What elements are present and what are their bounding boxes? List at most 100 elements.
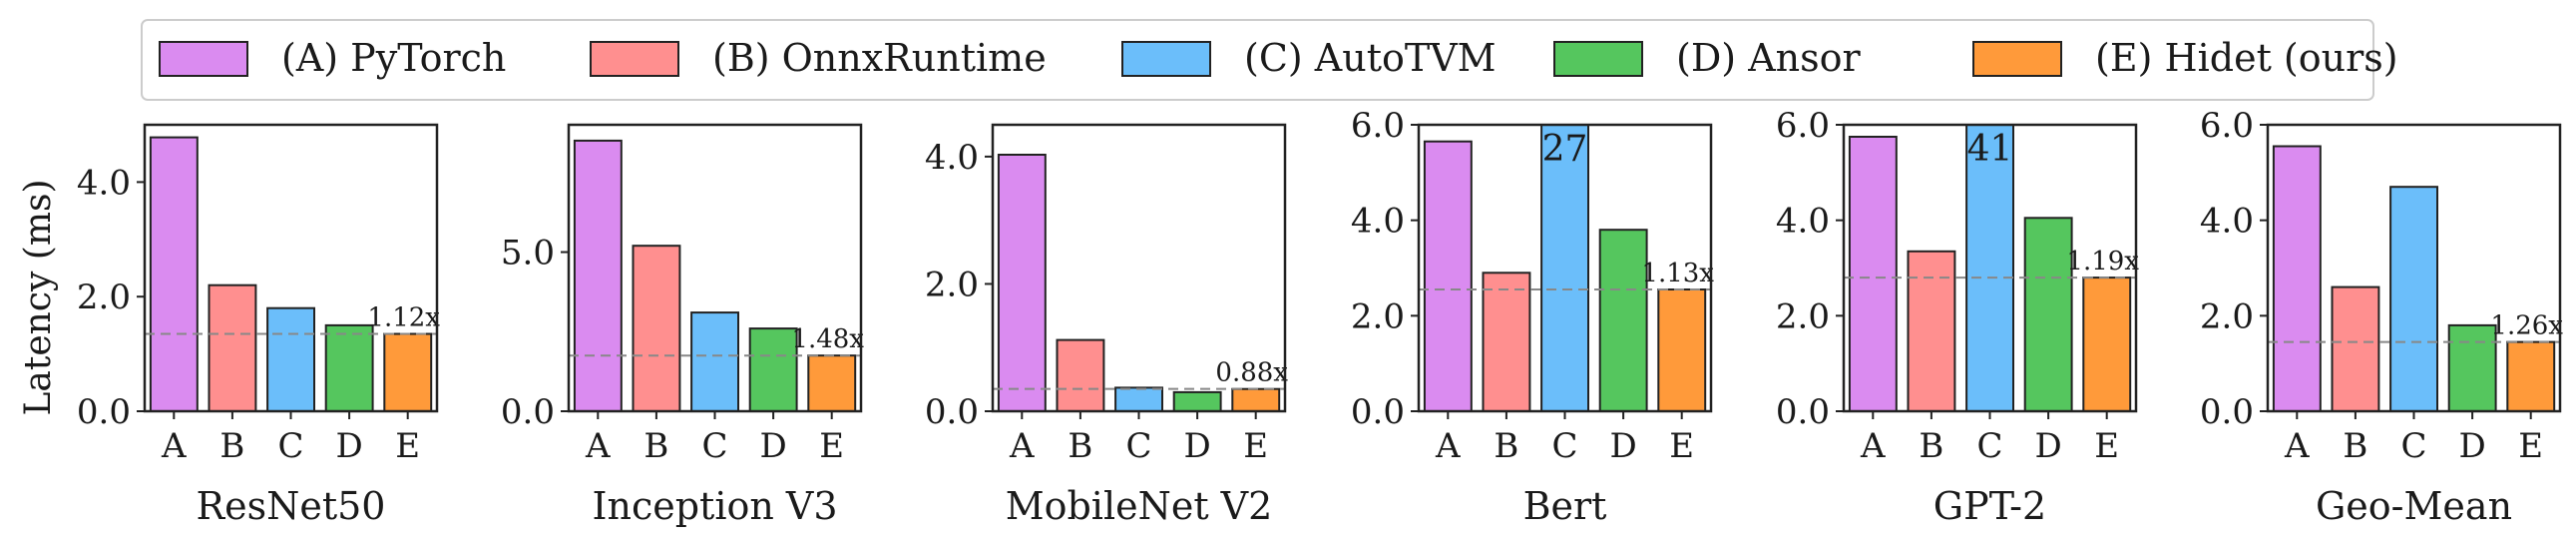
y-tick-label: 4.0 [1351, 202, 1405, 242]
overflow-value-label: 27 [1542, 129, 1588, 170]
bar-c [266, 306, 316, 413]
bar-e [1657, 288, 1707, 412]
x-tick-label: B [1068, 426, 1092, 466]
axes-frame [991, 123, 1287, 413]
y-tick-label: 2.0 [1776, 296, 1830, 336]
speedup-label: 1.48x [791, 324, 864, 354]
x-tick-label: A [2284, 426, 2310, 466]
x-tick-label: A [1435, 426, 1461, 466]
x-tick-label: C [2400, 426, 2426, 466]
axes-frame [1842, 123, 2138, 413]
x-tick-label: D [1183, 426, 1210, 466]
bar-e [807, 354, 857, 413]
y-tick-label: 0.0 [1776, 392, 1830, 432]
panel-6: A B C D E 1.26x 0.0 2.0 4.0 6.0 Geo-Mean [2200, 106, 2563, 528]
y-tick-label: 4.0 [1776, 202, 1830, 242]
x-tick-label: D [2458, 426, 2485, 466]
x-tick-label: E [1669, 426, 1694, 466]
y-tick-label: 0.0 [77, 392, 131, 432]
y-tick-label: 6.0 [1776, 106, 1830, 146]
bar-d [1172, 390, 1222, 412]
x-tick-label: A [585, 426, 611, 466]
legend-swatch-d [1553, 41, 1643, 77]
y-tick-label: 4.0 [77, 163, 131, 203]
bar-a [149, 136, 199, 412]
x-tick-label: B [644, 426, 668, 466]
legend: (A) PyTorch (B) OnnxRuntime (C) AutoTVM (D)… [141, 19, 2398, 101]
speedup-label: 1.13x [1641, 259, 1714, 288]
y-tick-label: 2.0 [2200, 296, 2254, 336]
bar-b [632, 245, 681, 412]
x-tick-label: C [701, 426, 727, 466]
x-tick-label: B [1919, 426, 1943, 466]
bar-a [1423, 140, 1473, 412]
bar-d [2023, 217, 2073, 412]
legend-label-c: (C) AutoTVM [1244, 36, 1497, 80]
bar-b [2331, 285, 2380, 413]
panel-4: A B 27 C D E 1.13x 0.0 2.0 4.0 6.0 Bert [1351, 106, 1714, 528]
x-tick-label: B [219, 426, 244, 466]
y-tick-label: 2.0 [925, 265, 979, 304]
bar-d [1598, 229, 1648, 412]
bar-e [1231, 387, 1281, 413]
legend-swatch-b [590, 41, 679, 77]
y-tick-label: 4.0 [2200, 202, 2254, 242]
panel-title: Bert [1523, 484, 1607, 528]
x-tick-label: E [2518, 426, 2543, 466]
legend-label-b: (B) OnnxRuntime [712, 36, 1047, 80]
bar-d [324, 323, 374, 412]
axes-frame [567, 123, 863, 413]
bar-b [1482, 272, 1531, 412]
x-tick-label: D [1609, 426, 1636, 466]
y-tick-label: 6.0 [2200, 106, 2254, 146]
bar-b [1056, 338, 1105, 413]
panel-1: A B C D E 1.12x 0.0 2.0 4.0 ResNet50 [77, 123, 440, 528]
panel-title: Geo-Mean [2316, 484, 2512, 528]
axes-frame [143, 123, 439, 413]
panel-3: A B C D E 0.88x 0.0 2.0 4.0 MobileNet V2 [925, 123, 1288, 528]
speedup-label: 1.12x [367, 303, 440, 333]
y-axis-label: Latency (ms) [18, 180, 59, 416]
y-tick-label: 0.0 [1351, 392, 1405, 432]
legend-label-a: (A) PyTorch [281, 36, 506, 80]
legend-label-e: (E) Hidet (ours) [2095, 36, 2398, 80]
x-tick-label: C [1976, 426, 2002, 466]
panel-title: Inception V3 [592, 484, 837, 528]
x-tick-label: C [277, 426, 303, 466]
x-tick-label: C [1551, 426, 1577, 466]
x-tick-label: B [2343, 426, 2367, 466]
bar-c [1965, 124, 2014, 412]
y-tick-label: 2.0 [77, 277, 131, 317]
x-tick-label: A [161, 426, 187, 466]
legend-label-d: (D) Ansor [1676, 36, 1861, 80]
bar-e [2506, 340, 2556, 413]
x-tick-label: D [759, 426, 786, 466]
y-tick-label: 0.0 [2200, 392, 2254, 432]
overflow-value-label: 41 [1967, 129, 2013, 170]
bar-c [1114, 386, 1163, 412]
panel-title: MobileNet V2 [1006, 484, 1273, 528]
y-tick-label: 5.0 [501, 234, 555, 274]
x-tick-label: E [2094, 426, 2119, 466]
y-tick-label: 6.0 [1351, 106, 1405, 146]
legend-frame [141, 19, 2374, 101]
bar-d [2447, 323, 2497, 412]
legend-swatch-e [1972, 41, 2062, 77]
panel-title: GPT-2 [1933, 484, 2046, 528]
bar-e [2082, 276, 2132, 412]
x-tick-label: D [335, 426, 362, 466]
x-tick-label: E [1243, 426, 1268, 466]
panel-5: A B 41 C D E 1.19x 0.0 2.0 4.0 6.0 GPT-2 [1776, 106, 2139, 528]
y-tick-label: 0.0 [925, 392, 979, 432]
bar-e [383, 332, 433, 412]
bar-a [2272, 145, 2322, 412]
axes-frame [2266, 123, 2562, 413]
y-tick-label: 2.0 [1351, 296, 1405, 336]
panel-2: A B C D E 1.48x 0.0 5.0 Inception V3 [501, 123, 864, 528]
legend-swatch-a [159, 41, 248, 77]
bar-c [2389, 186, 2439, 412]
panel-title: ResNet50 [197, 484, 386, 528]
